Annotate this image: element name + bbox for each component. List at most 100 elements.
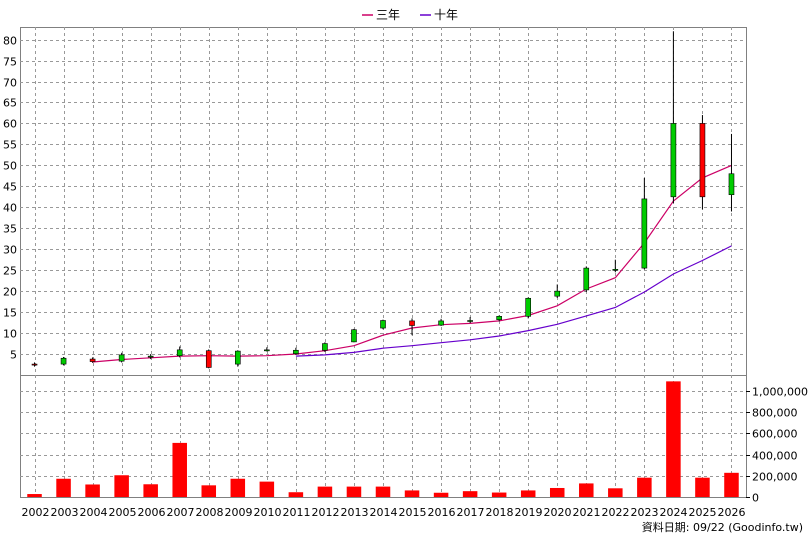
- candle-body-2004: [89, 358, 96, 362]
- legend-label: 三年: [376, 8, 400, 22]
- candle-body-2013: [351, 329, 357, 343]
- volume-bar-2021: [579, 483, 594, 497]
- legend-label: 十年: [434, 8, 458, 22]
- volume-bar-2005: [114, 475, 129, 497]
- price-tick-label: 20: [3, 286, 17, 299]
- price-tick-label: 40: [3, 202, 17, 215]
- price-tick-label: 15: [3, 307, 17, 320]
- volume-bar-2008: [201, 485, 217, 497]
- volume-bar-2025: [695, 477, 710, 497]
- year-tick-label: 2009: [225, 506, 253, 519]
- candle-body-2018: [496, 316, 502, 320]
- price-tick-label: 75: [3, 56, 17, 69]
- price-tick-label: 25: [3, 265, 17, 278]
- volume-bar-2022: [608, 488, 623, 497]
- volume-tick-label: 200,000: [752, 471, 798, 484]
- year-tick-label: 2006: [138, 506, 166, 519]
- volume-bar-2013: [346, 486, 362, 497]
- year-tick-label: 2019: [515, 506, 543, 519]
- candle-body-2009: [235, 350, 241, 365]
- volume-bar-2012: [317, 486, 333, 497]
- candle-body-2014: [380, 320, 386, 329]
- price-tick-label: 55: [3, 139, 17, 152]
- candle-body-2025: [699, 123, 706, 198]
- year-tick-label: 2013: [341, 506, 369, 519]
- year-tick-label: 2012: [312, 506, 340, 519]
- year-tick-label: 2024: [660, 506, 688, 519]
- volume-tick-label: 400,000: [752, 450, 798, 463]
- volume-tick-label: 600,000: [752, 428, 798, 441]
- volume-bar-2011: [288, 492, 304, 497]
- volume-tick-label: 0: [752, 492, 759, 505]
- year-tick-label: 2018: [486, 506, 514, 519]
- year-tick-label: 2015: [399, 506, 427, 519]
- candle-body-2021: [583, 267, 590, 291]
- price-tick-label: 10: [3, 328, 17, 341]
- volume-bar-2002: [27, 494, 42, 497]
- year-tick-label: 2023: [631, 506, 659, 519]
- volume-bar-2007: [172, 442, 187, 497]
- year-tick-label: 2017: [457, 506, 485, 519]
- volume-bar-2026: [724, 472, 739, 497]
- price-tick-label: 70: [3, 77, 17, 90]
- volume-tick-label: 1,000,000: [752, 386, 808, 399]
- price-tick-label: 65: [3, 97, 17, 110]
- price-tick-label: 80: [3, 35, 17, 48]
- price-tick-label: 30: [3, 244, 17, 257]
- candle-body-2022: [612, 269, 619, 271]
- data-date-footer: 資料日期: 09/22 (Goodinfo.tw): [642, 520, 803, 534]
- price-tick-label: 45: [3, 181, 17, 194]
- candle-body-2017: [467, 320, 473, 322]
- volume-bar-2024: [666, 381, 681, 497]
- year-tick-label: 2016: [428, 506, 456, 519]
- ma-10y-line: [295, 245, 732, 357]
- candle-body-2005: [118, 354, 125, 362]
- year-tick-label: 2010: [254, 506, 282, 519]
- year-tick-label: 2008: [196, 506, 224, 519]
- price-tick-label: 35: [3, 223, 17, 236]
- candle-body-2016: [438, 320, 444, 326]
- volume-bar-2019: [520, 490, 536, 497]
- price-tick-label: 50: [3, 160, 17, 173]
- volume-tick-label: 800,000: [752, 407, 798, 420]
- volume-bar-2003: [56, 478, 71, 497]
- price-tick-label: 60: [3, 118, 17, 131]
- year-tick-label: 2022: [602, 506, 630, 519]
- candle-body-2015: [409, 320, 415, 326]
- year-tick-label: 2003: [51, 506, 79, 519]
- year-tick-label: 2014: [370, 506, 398, 519]
- candle-body-2003: [60, 357, 67, 365]
- candle-body-2024: [670, 123, 677, 198]
- year-tick-label: 2004: [80, 506, 108, 519]
- candle-body-2012: [322, 343, 328, 351]
- candle-body-2011: [293, 349, 299, 354]
- volume-bar-2009: [230, 478, 246, 497]
- volume-bar-2014: [375, 486, 391, 497]
- candle-body-2019: [525, 297, 532, 317]
- volume-bar-2004: [85, 484, 100, 497]
- volume-bar-2010: [259, 481, 275, 497]
- candle-body-2026: [728, 173, 735, 196]
- candle-body-2020: [554, 290, 561, 297]
- volume-bar-2016: [433, 492, 449, 497]
- year-tick-label: 2007: [167, 506, 195, 519]
- year-tick-label: 2020: [544, 506, 572, 519]
- price-tick-label: 5: [10, 349, 17, 362]
- candle-body-2007: [176, 349, 183, 357]
- volume-bar-2023: [637, 477, 652, 497]
- year-tick-label: 2011: [283, 506, 311, 519]
- year-tick-label: 2005: [109, 506, 137, 519]
- candle-body-2008: [205, 350, 212, 368]
- year-tick-label: 2025: [689, 506, 717, 519]
- year-tick-label: 2002: [22, 506, 50, 519]
- candle-body-2023: [641, 198, 648, 269]
- volume-bar-2006: [143, 484, 158, 497]
- volume-bar-2018: [491, 492, 507, 497]
- volume-bar-2015: [404, 490, 420, 497]
- candle-body-2010: [264, 349, 270, 352]
- volume-bar-2020: [549, 487, 565, 497]
- year-tick-label: 2026: [718, 506, 746, 519]
- volume-bar-2017: [462, 491, 478, 497]
